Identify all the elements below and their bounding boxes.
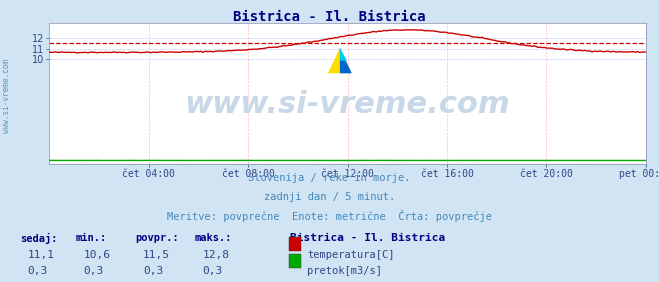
Text: Bistrica - Il. Bistrica: Bistrica - Il. Bistrica [233,10,426,24]
Polygon shape [328,48,340,73]
Text: Slovenija / reke in morje.: Slovenija / reke in morje. [248,173,411,183]
Text: 0,3: 0,3 [143,266,163,276]
Text: Meritve: povprečne  Enote: metrične  Črta: povprečje: Meritve: povprečne Enote: metrične Črta:… [167,210,492,222]
Text: maks.:: maks.: [194,233,232,243]
Text: www.si-vreme.com: www.si-vreme.com [185,90,511,119]
Text: 0,3: 0,3 [202,266,223,276]
Text: 10,6: 10,6 [84,250,111,259]
Text: min.:: min.: [76,233,107,243]
Polygon shape [340,48,352,73]
Text: 0,3: 0,3 [84,266,104,276]
Polygon shape [340,48,347,61]
Text: 12,8: 12,8 [202,250,229,259]
Text: www.si-vreme.com: www.si-vreme.com [2,59,11,133]
Text: Bistrica - Il. Bistrica: Bistrica - Il. Bistrica [290,233,445,243]
Text: povpr.:: povpr.: [135,233,179,243]
Text: pretok[m3/s]: pretok[m3/s] [307,266,382,276]
Text: 11,1: 11,1 [28,250,55,259]
Text: zadnji dan / 5 minut.: zadnji dan / 5 minut. [264,192,395,202]
Text: 11,5: 11,5 [143,250,170,259]
Text: temperatura[C]: temperatura[C] [307,250,395,259]
Text: 0,3: 0,3 [28,266,48,276]
Text: sedaj:: sedaj: [20,233,57,244]
